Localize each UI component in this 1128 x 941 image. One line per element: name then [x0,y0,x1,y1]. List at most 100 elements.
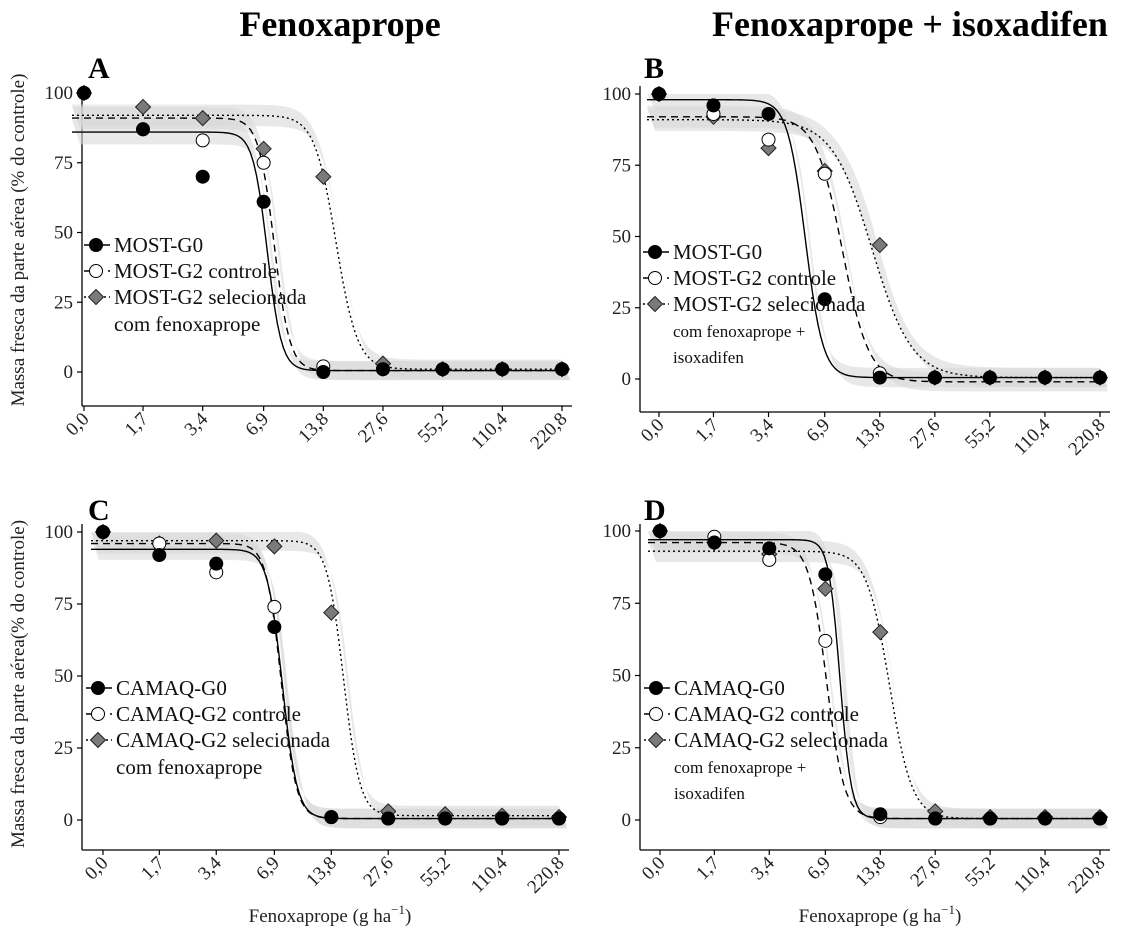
y-tick-label: 50 [612,666,631,687]
data-point-series-2 [762,552,777,567]
legend-label: MOST-G0 [673,240,762,264]
legend-entry-2: MOST-G2 controle [84,259,277,283]
y-tick-label: 25 [54,292,73,313]
data-point-series-2 [195,133,210,148]
panel-letter: A [88,52,110,85]
x-axis-label-right: Fenoxaprope (g ha−1) [799,902,962,927]
data-point-series-1 [316,365,331,379]
legend-marker [91,707,105,721]
legend-label: MOST-G2 selecionada [114,285,307,309]
data-point-series-1 [96,525,110,539]
y-tick-label: 50 [54,223,73,244]
x-tick-label: 6,9 [242,409,274,441]
x-tick-label: 3,4 [194,852,226,884]
fit-curve-2 [72,117,562,372]
data-point-series-3 [817,580,834,598]
x-tick-label: 27,6 [354,409,392,447]
legend-label-line2: com fenoxaprope [114,312,260,336]
data-point-series-3 [872,623,889,641]
data-point-series-1 [818,567,833,582]
data-point-series-2 [761,132,776,147]
legend-marker [647,731,665,749]
x-tick-label: 0,0 [638,853,670,885]
data-point-series-2 [267,599,282,614]
x-tick-label: 220,8 [1064,415,1109,460]
fit-curve-3 [91,539,559,817]
data-point-series-1 [435,362,450,377]
legend-label-line3: isoxadifen [673,348,744,367]
legend-entry-3: CAMAQ-G2 selecionada com fenoxaprope [86,728,331,779]
data-point-series-1 [555,362,569,377]
y-tick-label: 75 [612,155,631,176]
panel-letter: B [644,52,664,85]
x-tick-label: 0,0 [62,409,94,441]
legend-entry-2: CAMAQ-G2 controle [644,702,859,726]
legend-marker [646,295,664,313]
data-point-series-1 [761,106,776,121]
fit-curve-3 [646,118,1100,379]
panel-d: D 0 25 50 75 100 0,0 1,7 3,4 6,9 13,8 27,6 55,2 110,4… [603,494,1110,898]
legend-label-line2: com fenoxaprope + [674,758,806,777]
y-tick-label: 0 [64,362,74,383]
data-point-series-1 [152,548,167,563]
data-point-series-1 [762,541,777,556]
data-point-series-3 [871,236,888,254]
data-point-series-1 [983,811,998,826]
data-point-series-2 [817,166,832,181]
x-axis-label-left: Fenoxaprope (g ha−1) [249,902,412,927]
legend-entry-3: CAMAQ-G2 selecionada com fenoxaprope + iso… [644,728,889,803]
y-tick-label: 50 [54,666,73,687]
legend-marker [649,707,663,721]
x-tick-label: 220,8 [526,409,571,454]
x-tick-label: 1,7 [692,853,724,885]
y-tick-label: 100 [603,521,632,542]
legend-marker [649,681,663,695]
y-tick-label: 100 [45,83,74,104]
right-column-title: Fenoxaprope + isoxadifen [712,4,1108,44]
data-point-series-1 [209,556,224,571]
legend-marker [89,731,107,749]
x-tick-label: 110,4 [1010,852,1055,897]
x-tick-label: 27,6 [906,853,944,891]
x-tick-label: 3,4 [746,414,778,446]
y-tick-label: 25 [54,738,73,759]
panel-letter: D [644,494,666,527]
legend-label: MOST-G2 controle [673,266,836,290]
data-point-series-1 [653,524,667,538]
legend-entry-1: CAMAQ-G0 [644,676,785,700]
data-point-series-2 [256,155,271,170]
x-tick-label: 110,4 [467,408,512,453]
legend-label-line3: isoxadifen [674,784,745,803]
x-tick-label: 55,2 [414,409,452,447]
legend-marker [648,245,662,259]
y-axis-label-top: Massa fresca da parte aérea (% do contro… [8,74,29,407]
legend-entry-3: MOST-G2 selecionada com fenoxaprope [84,285,307,336]
data-point-series-3 [255,140,272,158]
x-tick-label: 27,6 [359,853,397,891]
data-point-series-3 [134,98,152,116]
data-point-series-1 [381,811,396,826]
panel-b: B 0 25 50 75 100 0,0 1,7 3,4 6,9 13,8 27,6 55,2 110,4… [603,52,1110,460]
x-tick-label: 3,4 [181,408,213,440]
y-tick-label: 0 [622,810,632,831]
y-tick-label: 75 [54,594,73,615]
x-tick-label: 110,4 [1010,414,1055,459]
legend-marker [89,264,103,278]
legend-label: MOST-G2 controle [114,259,277,283]
x-tick-label: 0,0 [81,853,113,885]
data-point-series-3 [194,109,211,127]
y-tick-label: 25 [612,738,631,759]
legend-marker [648,271,662,285]
legend-label: CAMAQ-G2 controle [674,702,859,726]
legend-label-line2: com fenoxaprope [116,755,262,779]
data-point-series-2 [818,633,833,648]
x-tick-label: 55,2 [961,853,999,891]
legend-entry-1: CAMAQ-G0 [86,676,227,700]
x-tick-label: 0,0 [637,415,669,447]
data-point-series-3 [315,168,332,185]
data-point-series-1 [927,370,942,385]
x-tick-label: 6,9 [803,853,835,885]
y-tick-label: 0 [64,810,74,831]
left-column-title: Fenoxaprope [239,4,440,44]
x-tick-label: 55,2 [416,853,454,891]
